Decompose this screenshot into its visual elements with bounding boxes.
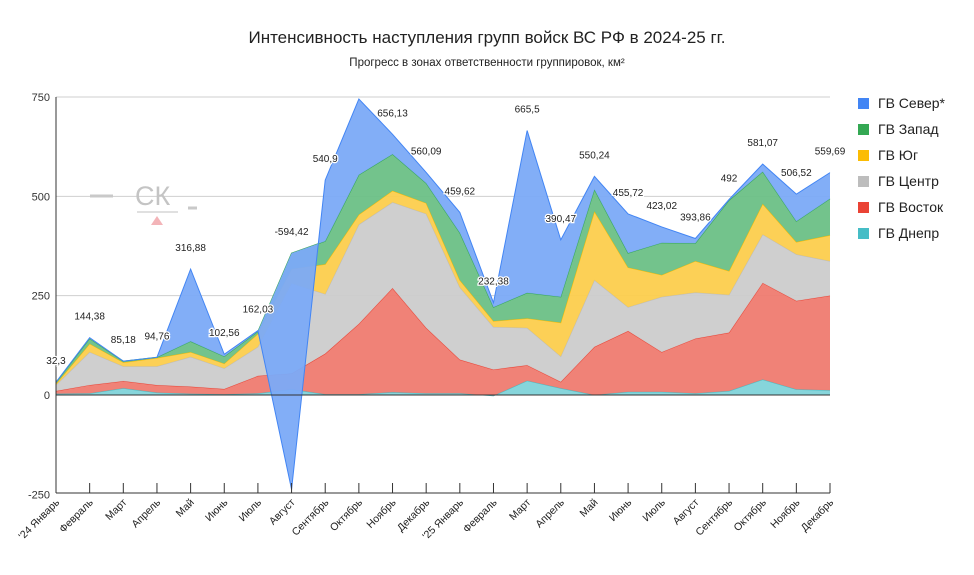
x-tick-label: Июнь [203, 496, 231, 524]
legend-label: ГВ Север* [878, 95, 946, 111]
x-tick-label: Июль [640, 496, 668, 524]
legend-swatch [858, 149, 869, 161]
data-label: 506,52 [781, 168, 812, 179]
data-label: 423,02 [646, 201, 677, 212]
legend-swatch [858, 175, 869, 187]
data-label: 492 [721, 174, 738, 185]
x-tick-label: Июнь [607, 496, 635, 524]
area-ГВ Центр [56, 202, 830, 392]
legend-item: ГВ Днепр [858, 220, 945, 246]
legend-swatch [858, 97, 869, 109]
x-tick-label: Сентябрь [693, 496, 735, 538]
y-tick-label: 750 [32, 92, 50, 104]
x-tick-label: Февраль [57, 496, 96, 535]
data-label: 560,09 [411, 146, 442, 157]
data-label: 656,13 [377, 108, 408, 119]
data-label: 162,03 [243, 305, 274, 316]
data-label: 665,5 [515, 105, 540, 116]
data-label: 459,62 [445, 186, 476, 197]
data-label: 94,76 [144, 331, 169, 342]
legend-item: ГВ Восток [858, 194, 945, 220]
legend-label: ГВ Восток [878, 199, 944, 215]
watermark-triangle [151, 216, 163, 225]
legend-item: ГВ Север* [858, 90, 945, 116]
watermark-text: СК [135, 181, 170, 211]
area-ГВ Днепр [56, 379, 830, 396]
data-label: 85,18 [111, 335, 136, 346]
x-tick-label: Апрель [129, 496, 163, 530]
area-ГВ Восток [56, 282, 830, 396]
data-label: 540,9 [313, 154, 338, 165]
legend-swatch [858, 227, 869, 239]
legend-item: ГВ Юг [858, 142, 945, 168]
legend-label: ГВ Днепр [878, 225, 940, 241]
x-tick-label: Май [174, 497, 197, 520]
y-tick-label: 250 [32, 291, 50, 303]
y-tick-label: 500 [32, 191, 50, 203]
x-tick-label: Июль [237, 496, 265, 524]
data-label: -594,42 [275, 227, 309, 238]
legend-item: ГВ Центр [858, 168, 945, 194]
chart-title: Интенсивность наступления групп войск ВС… [248, 28, 726, 47]
data-label: 581,07 [747, 138, 778, 149]
x-tick-label: Сентябрь [290, 496, 332, 538]
chart-subtitle: Прогресс в зонах ответственности группир… [349, 57, 625, 69]
data-label: 144,38 [74, 312, 105, 323]
area-ГВ Запад [56, 154, 830, 384]
data-label: 390,47 [545, 214, 576, 225]
x-tick-label: Февраль [461, 496, 500, 535]
data-label: 316,88 [175, 243, 206, 254]
legend-item: ГВ Запад [858, 116, 945, 142]
data-label: 232,38 [478, 277, 509, 288]
x-tick-label: Апрель [533, 496, 567, 530]
data-label: 102,56 [209, 328, 240, 339]
legend: ГВ Север* ГВ Запад ГВ Юг ГВ Центр ГВ Восток Г… [858, 90, 945, 246]
data-labels: 32,3 144,38 85,18 94,76 316,88 102,56 162,03 -5… [45, 103, 847, 368]
x-tick-label: Март [103, 497, 129, 523]
data-label: 559,69 [815, 147, 846, 158]
legend-swatch [858, 123, 869, 135]
area-ГВ Юг [56, 190, 830, 386]
y-tick-label: 0 [44, 390, 50, 402]
x-tick-label: '24 Январь [16, 496, 62, 542]
legend-swatch [858, 201, 869, 213]
x-tick-label: Октябрь [328, 496, 366, 534]
x-tick-label: Декабрь [799, 496, 837, 534]
data-label: 455,72 [613, 188, 644, 199]
y-tick-label: -250 [28, 489, 50, 501]
area-series [56, 98, 831, 490]
x-tick-label: Май [578, 497, 601, 520]
legend-label: ГВ Запад [878, 121, 939, 137]
watermark-logo: СК [90, 181, 197, 225]
line-ГВ Север* [56, 98, 831, 490]
x-tick-label: Август [267, 497, 298, 528]
x-tick-label: Октябрь [732, 496, 770, 534]
x-tick-label: Март [507, 497, 533, 523]
legend-label: ГВ Центр [878, 173, 939, 189]
data-label: 32,3 [46, 356, 66, 367]
data-label: 550,24 [579, 150, 610, 161]
x-tick-label: Август [671, 497, 702, 528]
legend-label: ГВ Юг [878, 147, 919, 163]
data-label: 393,86 [680, 213, 711, 224]
